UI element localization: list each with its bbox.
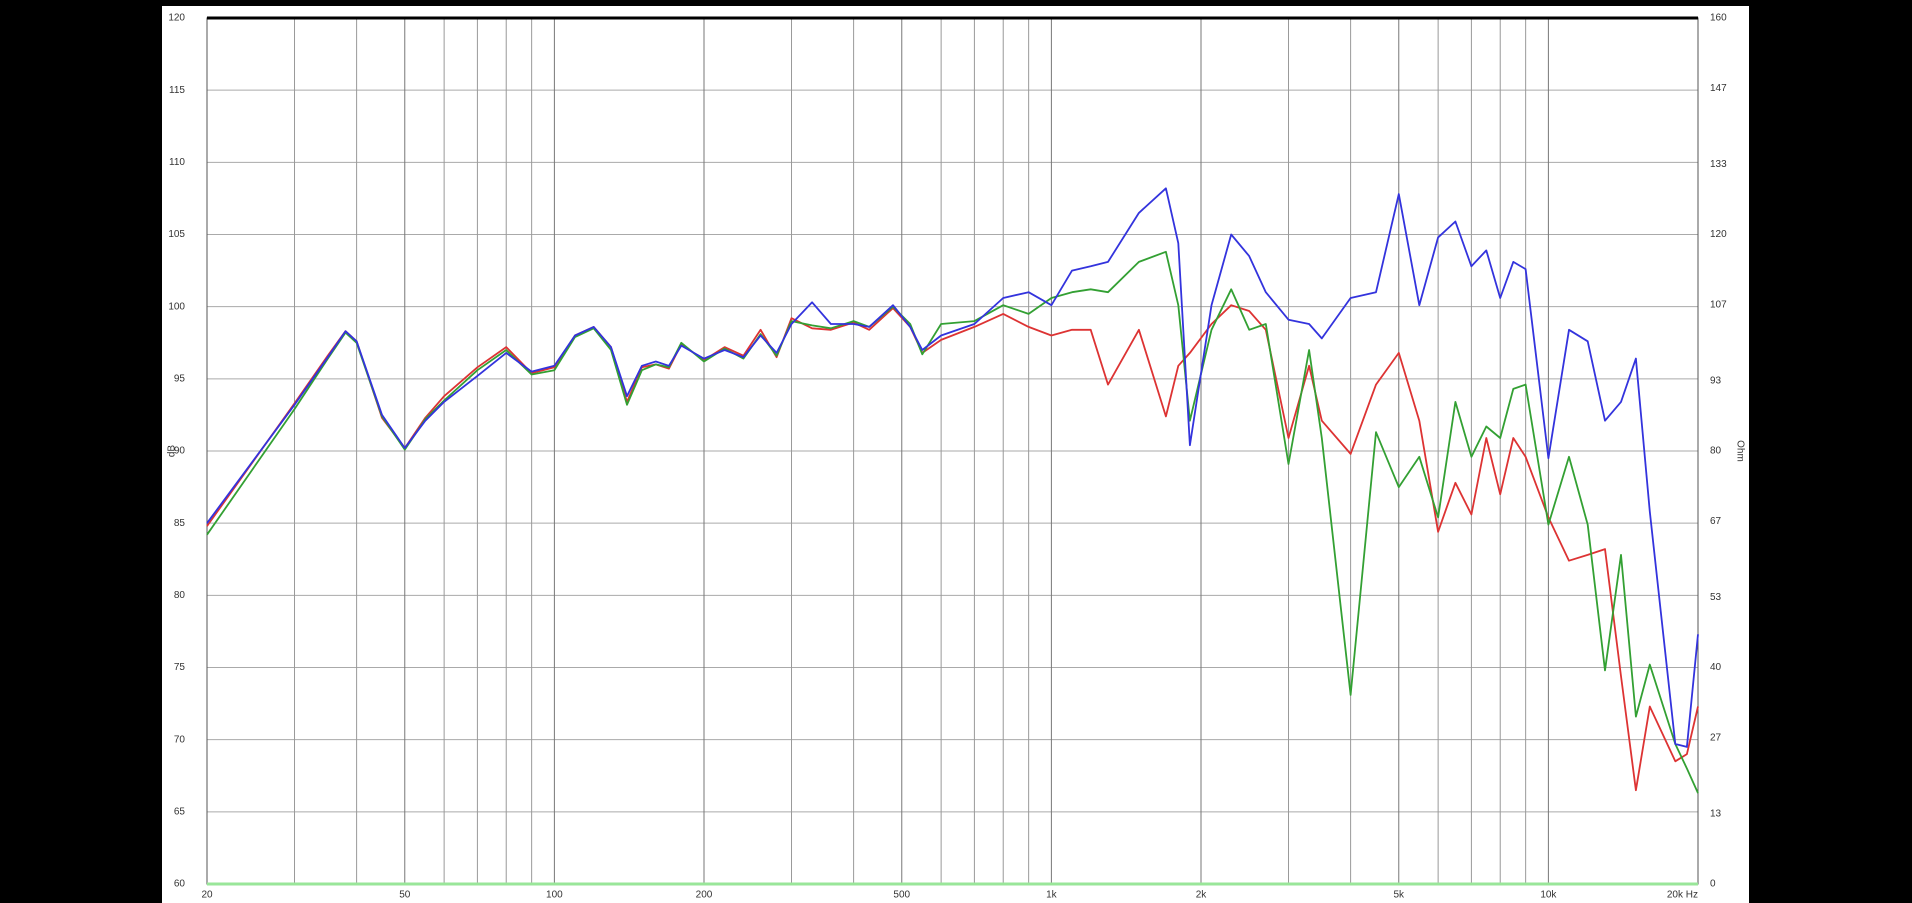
y2-tick-label: 53 xyxy=(1710,592,1722,603)
y2-tick-label: 120 xyxy=(1710,229,1727,240)
x-tick-label: 20 xyxy=(201,890,213,901)
y2-tick-label: 133 xyxy=(1710,159,1727,170)
y-tick-label: 120 xyxy=(168,13,185,24)
y-tick-label: 65 xyxy=(174,806,186,817)
y2-tick-label: 107 xyxy=(1710,300,1727,311)
y2-tick-label: 93 xyxy=(1710,375,1722,386)
y2-tick-label: 13 xyxy=(1710,808,1722,819)
x-tick-label: 500 xyxy=(893,890,910,901)
y-axis-label: dB xyxy=(167,445,178,458)
x-tick-label: 20k Hz xyxy=(1667,890,1698,901)
y-tick-label: 75 xyxy=(174,662,186,673)
x-tick-label: 200 xyxy=(696,890,713,901)
y-tick-label: 110 xyxy=(169,157,185,168)
y-tick-label: 90 xyxy=(174,446,186,457)
y-tick-label: 85 xyxy=(174,518,186,529)
y-tick-label: 105 xyxy=(168,229,185,240)
y-tick-label: 70 xyxy=(174,734,186,745)
y-tick-label: 95 xyxy=(174,373,186,384)
y-tick-label: 80 xyxy=(174,590,186,601)
x-tick-label: 10k xyxy=(1540,890,1557,901)
series-line xyxy=(206,250,1699,794)
y2-tick-label: 147 xyxy=(1710,83,1727,94)
x-tick-label: 5k xyxy=(1393,890,1405,901)
series-line xyxy=(206,187,1699,748)
y2-tick-label: 67 xyxy=(1710,516,1722,527)
panel xyxy=(162,6,1749,903)
y2-tick-label: 0 xyxy=(1710,879,1716,890)
x-tick-label: 2k xyxy=(1196,890,1208,901)
y2-tick-label: 40 xyxy=(1710,662,1722,673)
x-tick-label: 1k xyxy=(1046,890,1058,901)
y2-tick-label: 160 xyxy=(1710,13,1727,24)
y-tick-label: 100 xyxy=(168,301,185,312)
y2-axis-label: Ohm xyxy=(1734,440,1745,462)
x-tick-label: 100 xyxy=(546,890,563,901)
x-tick-label: 50 xyxy=(399,890,411,901)
y2-tick-label: 80 xyxy=(1710,446,1722,457)
y-tick-label: 115 xyxy=(169,85,185,96)
y-tick-label: 60 xyxy=(174,879,186,890)
y2-tick-label: 27 xyxy=(1710,733,1722,744)
